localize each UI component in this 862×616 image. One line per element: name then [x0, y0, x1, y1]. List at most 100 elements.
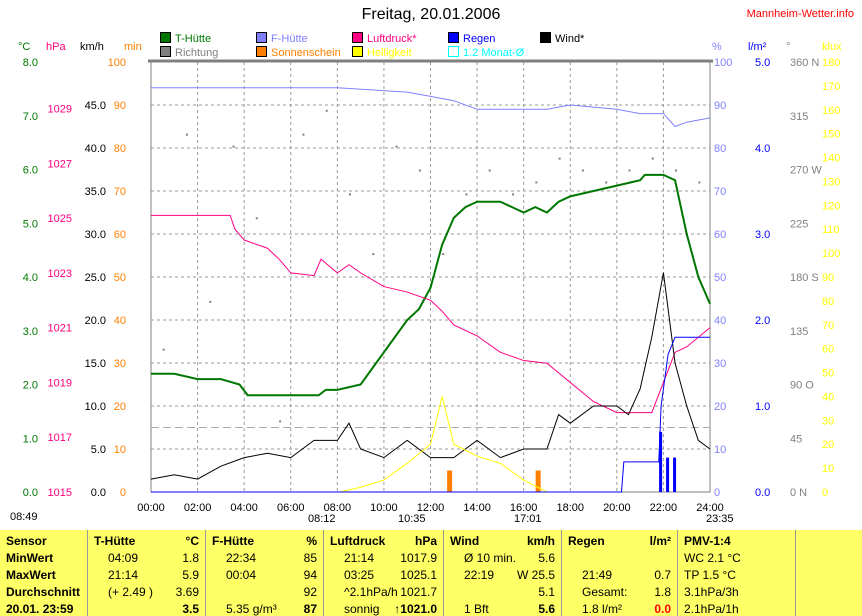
bar-regen — [659, 431, 663, 492]
axis-tick-min: 70 — [114, 186, 126, 198]
direction-point — [581, 169, 584, 172]
x-tick-label: 12:00 — [417, 502, 445, 514]
direction-point — [395, 145, 398, 148]
direction-point — [628, 169, 631, 172]
legend-item: Richtung — [160, 46, 218, 59]
axis-tick-hpa: 1015 — [48, 487, 72, 499]
table-row: 1 Bft 5.6 — [450, 602, 555, 616]
axis-tick-pct: 80 — [714, 143, 726, 155]
axis-tick-klux: 170 — [822, 81, 840, 93]
table-row: 5.35 g/m³ 87 — [212, 602, 317, 616]
axis-tick-klux: 0 — [822, 487, 828, 499]
axis-tick-min: 20 — [114, 401, 126, 413]
table-column: Sensor MinWert MaxWert Durchschnitt 20.01. 2… — [0, 530, 88, 616]
cell-label: ^2.1hPa/h — [344, 585, 398, 599]
plot-frame — [150, 61, 711, 493]
table-row: 22:19 W 25.5 — [450, 568, 555, 585]
direction-point — [698, 181, 701, 184]
table-row: ^2.1hPa/h 1021.7 — [330, 585, 437, 602]
axis-tick-klux: 160 — [822, 105, 840, 117]
table-row: 00:04 94 — [212, 568, 317, 585]
axis-tick-hpa: 1025 — [48, 213, 72, 225]
cell-value: 92 — [303, 585, 317, 599]
legend-swatch — [448, 32, 459, 43]
series-thtte — [151, 173, 711, 397]
axis-tick-pct: 90 — [714, 100, 726, 112]
axis-tick-c: 7.0 — [23, 111, 38, 123]
cell-value: 5.6 — [538, 551, 555, 565]
column-head: Luftdruck — [330, 534, 386, 548]
axis-tick-deg: 360 N — [790, 57, 819, 69]
axis-tick-pct: 70 — [714, 186, 726, 198]
bar-regen — [666, 457, 670, 492]
table-header: Sensor — [6, 534, 81, 551]
table-row: TP 1.5 °C — [684, 568, 789, 585]
legend-label: Richtung — [175, 47, 219, 59]
site-link[interactable]: Mannheim-Wetter.info — [746, 8, 854, 20]
table-row: 2.1hPa/1h — [684, 602, 789, 616]
axis-unit-min: min — [124, 41, 142, 53]
axis-tick-lm2: 1.0 — [755, 401, 770, 413]
axis-tick-pct: 0 — [714, 487, 720, 499]
x-tick-label: 02:00 — [184, 502, 212, 514]
cell-label: (+ 2.49 ) — [108, 585, 154, 599]
cell-value: 0.0 — [654, 602, 671, 616]
x-tick-label: 16:00 — [510, 502, 538, 514]
x-tick-label: 10:00 — [370, 502, 398, 514]
table-column: Luftdruck hPa 21:14 1017.9 03:25 1025.1 ^2.1hP… — [324, 530, 444, 616]
table-row: sonnig ↑1021.0 — [330, 602, 437, 616]
axis-tick-klux: 30 — [822, 415, 834, 427]
bar-sonnenschein — [535, 470, 541, 492]
x-tick-label: 22:00 — [650, 502, 678, 514]
table-header: PMV-1:4 — [684, 534, 789, 551]
legend-label: Helligkeit — [367, 47, 412, 59]
axis-tick-hpa: 1017 — [48, 432, 72, 444]
axis-tick-pct: 60 — [714, 229, 726, 241]
column-head: Sensor — [6, 534, 47, 548]
axis-tick-min: 40 — [114, 315, 126, 327]
axis-tick-min: 50 — [114, 272, 126, 284]
table-row: 21:14 1017.9 — [330, 551, 437, 568]
legend-swatch — [160, 46, 171, 57]
sun-event-sunset: 17:01 — [514, 513, 542, 525]
direction-point — [232, 145, 235, 148]
cell-value: 1025.1 — [400, 568, 437, 582]
axis-unit-lm2: l/m² — [748, 41, 767, 53]
x-tick-label: 14:00 — [463, 502, 491, 514]
axis-tick-c: 6.0 — [23, 165, 38, 177]
chart-area: 00:00 02:00 04:00 06:00 08:00 10:00 12:00 14:00… — [10, 41, 842, 525]
legend-item: F-Hütte — [256, 32, 308, 45]
legend-label: Regen — [463, 33, 496, 45]
cell-value: 85 — [303, 551, 317, 565]
axis-tick-kmh: 45.0 — [85, 100, 106, 112]
axis-tick-pct: 100 — [714, 57, 732, 69]
series-regen — [151, 336, 710, 493]
direction-point — [488, 169, 491, 172]
direction-point — [442, 253, 445, 256]
axis-tick-deg: 180 S — [790, 272, 819, 284]
axis-tick-lm2: 2.0 — [755, 315, 770, 327]
legend-label: F-Hütte — [271, 33, 308, 45]
legend-swatch — [256, 46, 267, 57]
direction-point — [675, 169, 678, 172]
bar-regen — [673, 457, 677, 492]
table-column: T-Hütte °C 04:09 1.8 21:14 5.9 (+ 2.49 ) 3.69 3.… — [88, 530, 206, 616]
axis-tick-deg: 270 W — [790, 165, 822, 177]
axis-tick-hpa: 1029 — [48, 104, 72, 116]
cell-label: TP 1.5 °C — [684, 568, 736, 582]
cell-value: ↑1021.0 — [394, 602, 437, 616]
table-row: 3.1hPa/3h — [684, 585, 789, 602]
direction-point — [325, 109, 328, 112]
cell-label: MaxWert — [6, 568, 56, 582]
table-row: 04:09 1.8 — [94, 551, 199, 568]
direction-point — [255, 217, 258, 220]
cell-label: 20.01. 23:59 — [6, 602, 74, 616]
table-row: 1.8 l/m² 0.0 — [568, 602, 671, 616]
column-unit: °C — [185, 534, 199, 548]
sun-event-moon_set: 10:35 — [398, 513, 426, 525]
cell-label: 21:14 — [108, 568, 139, 582]
cell-label: 04:09 — [108, 551, 139, 565]
axis-tick-hpa: 1027 — [48, 158, 72, 170]
axis-tick-kmh: 35.0 — [85, 186, 106, 198]
table-row: Durchschnitt — [6, 585, 81, 602]
